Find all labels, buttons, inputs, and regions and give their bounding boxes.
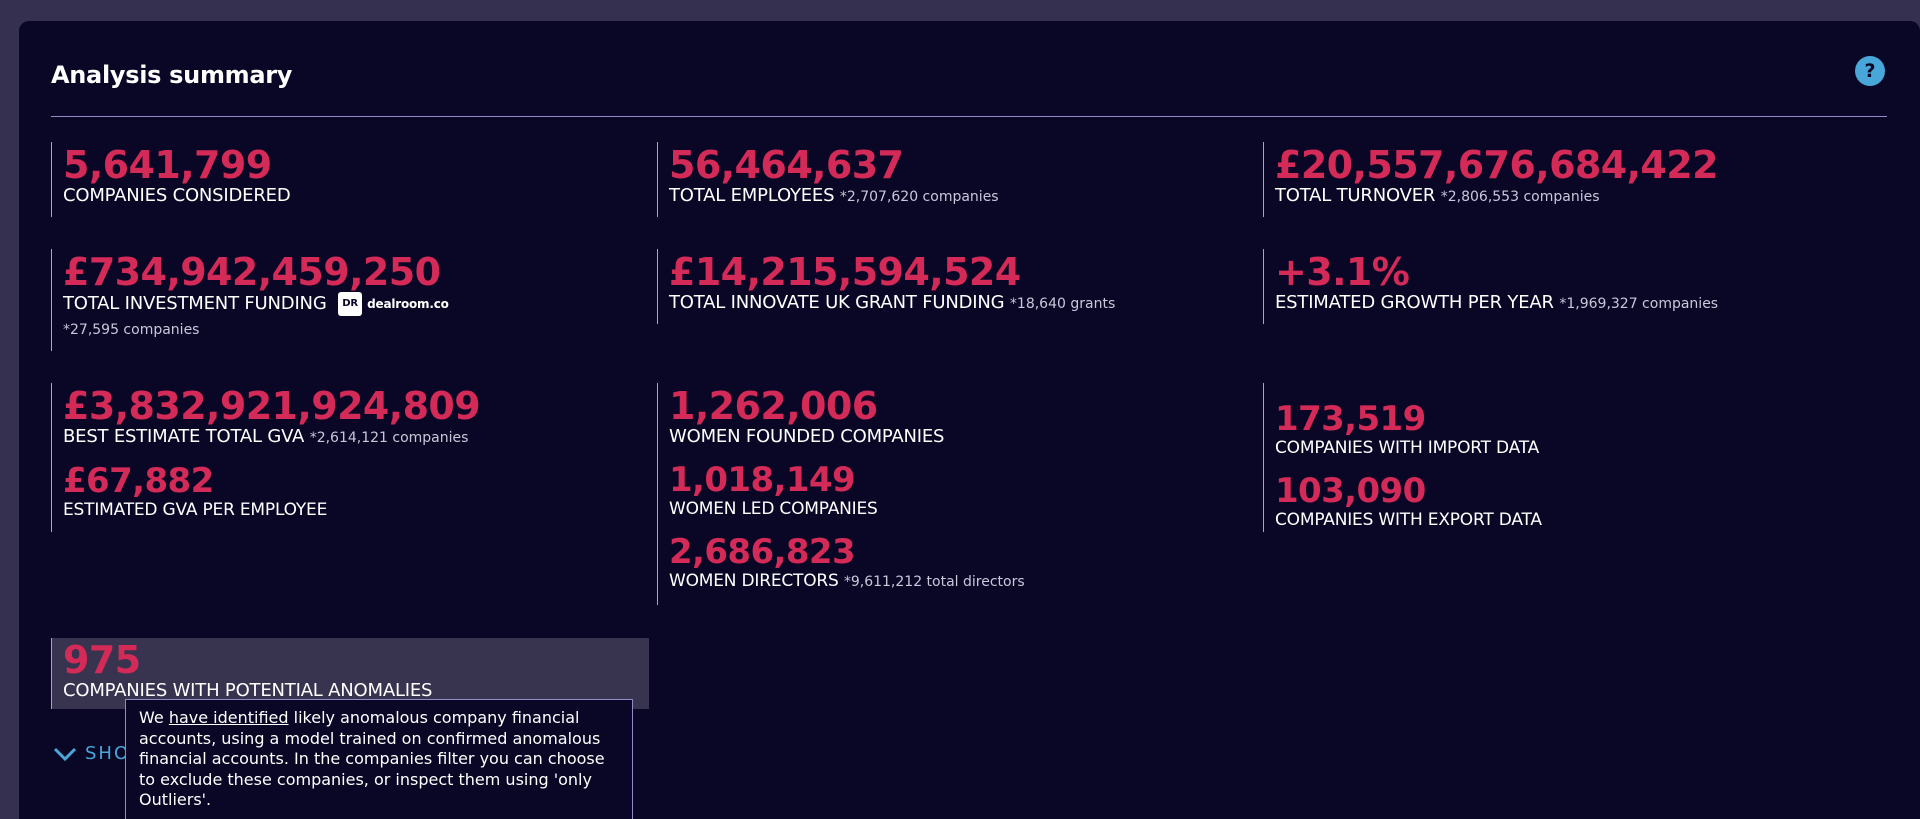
stat-label: COMPANIES WITH IMPORT DATA [1275, 438, 1540, 458]
stat-value: £20,557,676,684,422 [1275, 143, 1719, 187]
help-icon[interactable]: ? [1855, 56, 1885, 86]
stat-label: WOMEN DIRECTORS [669, 571, 839, 591]
dealroom-logo: dR dealroom.co [338, 292, 449, 316]
stat-value: +3.1% [1275, 250, 1410, 294]
stat-label: BEST ESTIMATE TOTAL GVA [63, 426, 305, 447]
stat-label: COMPANIES CONSIDERED [63, 185, 291, 206]
stat-trade: 173,519 COMPANIES WITH IMPORT DATA 103,0… [1263, 383, 1542, 532]
divider [51, 116, 1887, 117]
stat-label: TOTAL INVESTMENT FUNDING [63, 293, 327, 314]
have-identified-link[interactable]: have identified [168, 708, 289, 727]
stat-note: *2,707,620 companies [839, 189, 999, 205]
stat-label: COMPANIES WITH POTENTIAL ANOMALIES [63, 680, 433, 701]
stat-label: TOTAL EMPLOYEES [669, 185, 835, 206]
stat-value: £734,942,459,250 [63, 250, 441, 294]
stat-value: £14,215,594,524 [669, 250, 1021, 294]
stat-note: *2,806,553 companies [1440, 189, 1600, 205]
stat-value: 975 [63, 638, 141, 682]
stat-label: WOMEN LED COMPANIES [669, 499, 878, 519]
stat-note: *2,614,121 companies [309, 430, 469, 446]
stat-anomalies[interactable]: 975 COMPANIES WITH POTENTIAL ANOMALIES [51, 638, 649, 709]
stat-total-turnover: £20,557,676,684,422 TOTAL TURNOVER *2,80… [1263, 142, 1719, 217]
dealroom-name: dealroom.co [367, 297, 449, 311]
stat-women: 1,262,006 WOMEN FOUNDED COMPANIES 1,018,… [657, 383, 1025, 605]
anomalies-tooltip: We have identified likely anomalous comp… [125, 699, 633, 819]
analysis-summary-panel: Analysis summary ? 5,641,799 COMPANIES C… [19, 21, 1920, 819]
stat-note: *27,595 companies [63, 322, 200, 338]
stat-label: TOTAL TURNOVER [1275, 185, 1436, 206]
stat-label: ESTIMATED GVA PER EMPLOYEE [63, 500, 328, 520]
stat-note: *9,611,212 total directors [843, 574, 1025, 590]
show-more-label: SHO [85, 743, 131, 764]
stat-value: 173,519 [1275, 399, 1426, 439]
stat-label: COMPANIES WITH EXPORT DATA [1275, 510, 1542, 530]
chevron-down-icon [53, 747, 77, 761]
stat-value: £3,832,921,924,809 [63, 384, 481, 428]
stat-label: WOMEN FOUNDED COMPANIES [669, 426, 945, 447]
stat-value: 56,464,637 [669, 143, 904, 187]
stat-value: 1,262,006 [669, 384, 878, 428]
stat-gva: £3,832,921,924,809 BEST ESTIMATE TOTAL G… [51, 383, 481, 532]
stat-value: 2,686,823 [669, 532, 856, 572]
stat-total-employees: 56,464,637 TOTAL EMPLOYEES *2,707,620 co… [657, 142, 999, 217]
stat-innovate-uk-funding: £14,215,594,524 TOTAL INNOVATE UK GRANT … [657, 249, 1115, 324]
stat-value: 103,090 [1275, 471, 1426, 511]
dealroom-icon: dR [338, 292, 363, 316]
show-more-button[interactable]: SHO [53, 743, 130, 764]
page-title: Analysis summary [51, 61, 293, 89]
stat-companies-considered: 5,641,799 COMPANIES CONSIDERED [51, 142, 291, 217]
stat-note: *1,969,327 companies [1559, 296, 1719, 312]
stat-value: £67,882 [63, 461, 214, 501]
stat-label: TOTAL INNOVATE UK GRANT FUNDING [669, 292, 1005, 313]
stat-value: 5,641,799 [63, 143, 272, 187]
stat-investment-funding: £734,942,459,250 TOTAL INVESTMENT FUNDIN… [51, 249, 449, 351]
stat-value: 1,018,149 [669, 460, 856, 500]
stat-estimated-growth: +3.1% ESTIMATED GROWTH PER YEAR *1,969,3… [1263, 249, 1718, 324]
stat-label: ESTIMATED GROWTH PER YEAR [1275, 292, 1554, 313]
stat-note: *18,640 grants [1009, 296, 1116, 312]
